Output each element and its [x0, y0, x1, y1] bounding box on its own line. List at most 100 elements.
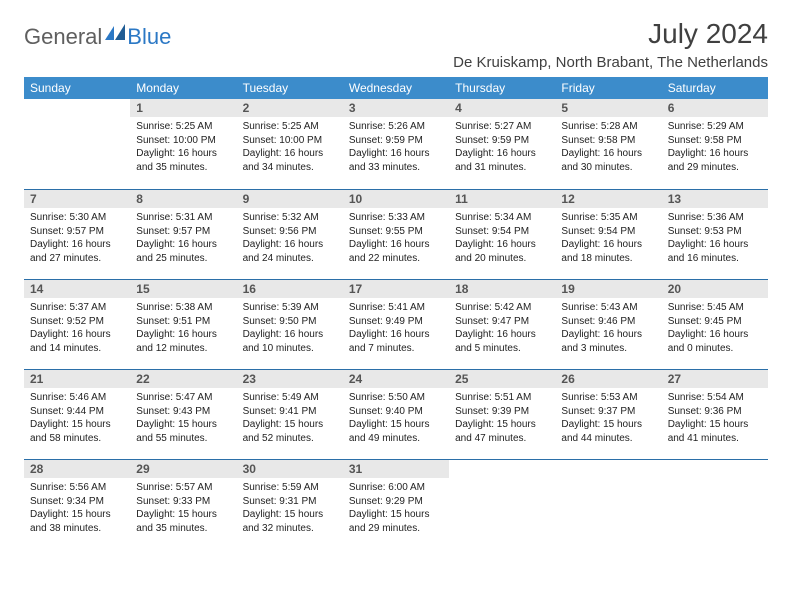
calendar-day-cell: 15Sunrise: 5:38 AMSunset: 9:51 PMDayligh…: [130, 279, 236, 369]
day-number: 28: [24, 460, 130, 478]
day-body: Sunrise: 5:31 AMSunset: 9:57 PMDaylight:…: [130, 208, 236, 268]
day-body: Sunrise: 5:46 AMSunset: 9:44 PMDaylight:…: [24, 388, 130, 448]
day-cell: 30Sunrise: 5:59 AMSunset: 9:31 PMDayligh…: [237, 459, 343, 549]
weekday-header: Wednesday: [343, 77, 449, 99]
location: De Kruiskamp, North Brabant, The Netherl…: [453, 54, 768, 71]
day-cell: 31Sunrise: 6:00 AMSunset: 9:29 PMDayligh…: [343, 459, 449, 549]
sunset-line: Sunset: 9:44 PM: [30, 405, 124, 419]
day-number: 12: [555, 190, 661, 208]
sunrise-line: Sunrise: 5:51 AM: [455, 391, 549, 405]
day-number: 27: [662, 370, 768, 388]
calendar-day-cell: 22Sunrise: 5:47 AMSunset: 9:43 PMDayligh…: [130, 369, 236, 459]
calendar-day-cell: 18Sunrise: 5:42 AMSunset: 9:47 PMDayligh…: [449, 279, 555, 369]
month-title: July 2024: [453, 18, 768, 50]
sunset-line: Sunset: 9:40 PM: [349, 405, 443, 419]
day-number: 9: [237, 190, 343, 208]
weekday-header-row: SundayMondayTuesdayWednesdayThursdayFrid…: [24, 77, 768, 99]
calendar-day-cell: 30Sunrise: 5:59 AMSunset: 9:31 PMDayligh…: [237, 459, 343, 549]
calendar-table: SundayMondayTuesdayWednesdayThursdayFrid…: [24, 77, 768, 549]
empty-cell: [662, 459, 768, 550]
sunset-line: Sunset: 9:57 PM: [136, 225, 230, 239]
daylight-line: Daylight: 16 hours and 31 minutes.: [455, 147, 549, 174]
sunset-line: Sunset: 9:54 PM: [455, 225, 549, 239]
calendar-day-cell: 7Sunrise: 5:30 AMSunset: 9:57 PMDaylight…: [24, 189, 130, 279]
calendar-day-cell: 4Sunrise: 5:27 AMSunset: 9:59 PMDaylight…: [449, 99, 555, 189]
calendar-week-row: 21Sunrise: 5:46 AMSunset: 9:44 PMDayligh…: [24, 369, 768, 459]
day-number: 25: [449, 370, 555, 388]
empty-cell: [555, 459, 661, 550]
daylight-line: Daylight: 16 hours and 24 minutes.: [243, 238, 337, 265]
day-number: 11: [449, 190, 555, 208]
sunrise-line: Sunrise: 5:49 AM: [243, 391, 337, 405]
day-cell: 9Sunrise: 5:32 AMSunset: 9:56 PMDaylight…: [237, 189, 343, 279]
sunrise-line: Sunrise: 5:27 AM: [455, 120, 549, 134]
weekday-header: Tuesday: [237, 77, 343, 99]
daylight-line: Daylight: 16 hours and 25 minutes.: [136, 238, 230, 265]
daylight-line: Daylight: 16 hours and 33 minutes.: [349, 147, 443, 174]
calendar-day-cell: 3Sunrise: 5:26 AMSunset: 9:59 PMDaylight…: [343, 99, 449, 189]
sunrise-line: Sunrise: 5:34 AM: [455, 211, 549, 225]
day-number: 22: [130, 370, 236, 388]
daylight-line: Daylight: 15 hours and 47 minutes.: [455, 418, 549, 445]
sunset-line: Sunset: 9:49 PM: [349, 315, 443, 329]
calendar-day-cell: 13Sunrise: 5:36 AMSunset: 9:53 PMDayligh…: [662, 189, 768, 279]
day-number: 18: [449, 280, 555, 298]
day-cell: 11Sunrise: 5:34 AMSunset: 9:54 PMDayligh…: [449, 189, 555, 279]
sunset-line: Sunset: 9:29 PM: [349, 495, 443, 509]
day-body: Sunrise: 5:54 AMSunset: 9:36 PMDaylight:…: [662, 388, 768, 448]
day-body: Sunrise: 5:32 AMSunset: 9:56 PMDaylight:…: [237, 208, 343, 268]
sunset-line: Sunset: 9:46 PM: [561, 315, 655, 329]
daylight-line: Daylight: 16 hours and 30 minutes.: [561, 147, 655, 174]
daylight-line: Daylight: 15 hours and 52 minutes.: [243, 418, 337, 445]
day-number: 21: [24, 370, 130, 388]
sunrise-line: Sunrise: 6:00 AM: [349, 481, 443, 495]
day-number: 19: [555, 280, 661, 298]
calendar-day-cell: 25Sunrise: 5:51 AMSunset: 9:39 PMDayligh…: [449, 369, 555, 459]
logo: General Blue: [24, 24, 171, 50]
sunrise-line: Sunrise: 5:35 AM: [561, 211, 655, 225]
day-cell: 18Sunrise: 5:42 AMSunset: 9:47 PMDayligh…: [449, 279, 555, 369]
sunset-line: Sunset: 9:51 PM: [136, 315, 230, 329]
day-body: Sunrise: 5:53 AMSunset: 9:37 PMDaylight:…: [555, 388, 661, 448]
sunrise-line: Sunrise: 5:57 AM: [136, 481, 230, 495]
daylight-line: Daylight: 16 hours and 29 minutes.: [668, 147, 762, 174]
day-number: 1: [130, 99, 236, 117]
day-cell: 27Sunrise: 5:54 AMSunset: 9:36 PMDayligh…: [662, 369, 768, 459]
daylight-line: Daylight: 15 hours and 55 minutes.: [136, 418, 230, 445]
day-number: 14: [24, 280, 130, 298]
daylight-line: Daylight: 16 hours and 18 minutes.: [561, 238, 655, 265]
sunrise-line: Sunrise: 5:25 AM: [136, 120, 230, 134]
empty-cell: [449, 459, 555, 550]
sunset-line: Sunset: 9:56 PM: [243, 225, 337, 239]
sunrise-line: Sunrise: 5:41 AM: [349, 301, 443, 315]
day-number: 7: [24, 190, 130, 208]
daylight-line: Daylight: 16 hours and 7 minutes.: [349, 328, 443, 355]
calendar-day-cell: 16Sunrise: 5:39 AMSunset: 9:50 PMDayligh…: [237, 279, 343, 369]
day-cell: 16Sunrise: 5:39 AMSunset: 9:50 PMDayligh…: [237, 279, 343, 369]
calendar-day-cell: 17Sunrise: 5:41 AMSunset: 9:49 PMDayligh…: [343, 279, 449, 369]
sunrise-line: Sunrise: 5:32 AM: [243, 211, 337, 225]
sunrise-line: Sunrise: 5:38 AM: [136, 301, 230, 315]
day-cell: 28Sunrise: 5:56 AMSunset: 9:34 PMDayligh…: [24, 459, 130, 549]
daylight-line: Daylight: 16 hours and 3 minutes.: [561, 328, 655, 355]
sunrise-line: Sunrise: 5:37 AM: [30, 301, 124, 315]
day-number: 15: [130, 280, 236, 298]
calendar-day-cell: 23Sunrise: 5:49 AMSunset: 9:41 PMDayligh…: [237, 369, 343, 459]
daylight-line: Daylight: 16 hours and 0 minutes.: [668, 328, 762, 355]
day-cell: 17Sunrise: 5:41 AMSunset: 9:49 PMDayligh…: [343, 279, 449, 369]
day-body: Sunrise: 5:25 AMSunset: 10:00 PMDaylight…: [130, 117, 236, 177]
day-body: Sunrise: 5:45 AMSunset: 9:45 PMDaylight:…: [662, 298, 768, 358]
sunrise-line: Sunrise: 5:47 AM: [136, 391, 230, 405]
day-number: 2: [237, 99, 343, 117]
day-cell: 25Sunrise: 5:51 AMSunset: 9:39 PMDayligh…: [449, 369, 555, 459]
weekday-header: Saturday: [662, 77, 768, 99]
sunrise-line: Sunrise: 5:53 AM: [561, 391, 655, 405]
calendar-day-cell: 24Sunrise: 5:50 AMSunset: 9:40 PMDayligh…: [343, 369, 449, 459]
daylight-line: Daylight: 15 hours and 32 minutes.: [243, 508, 337, 535]
sunset-line: Sunset: 9:52 PM: [30, 315, 124, 329]
daylight-line: Daylight: 15 hours and 41 minutes.: [668, 418, 762, 445]
day-cell: 8Sunrise: 5:31 AMSunset: 9:57 PMDaylight…: [130, 189, 236, 279]
day-body: Sunrise: 5:25 AMSunset: 10:00 PMDaylight…: [237, 117, 343, 177]
sunset-line: Sunset: 9:36 PM: [668, 405, 762, 419]
sunset-line: Sunset: 9:47 PM: [455, 315, 549, 329]
